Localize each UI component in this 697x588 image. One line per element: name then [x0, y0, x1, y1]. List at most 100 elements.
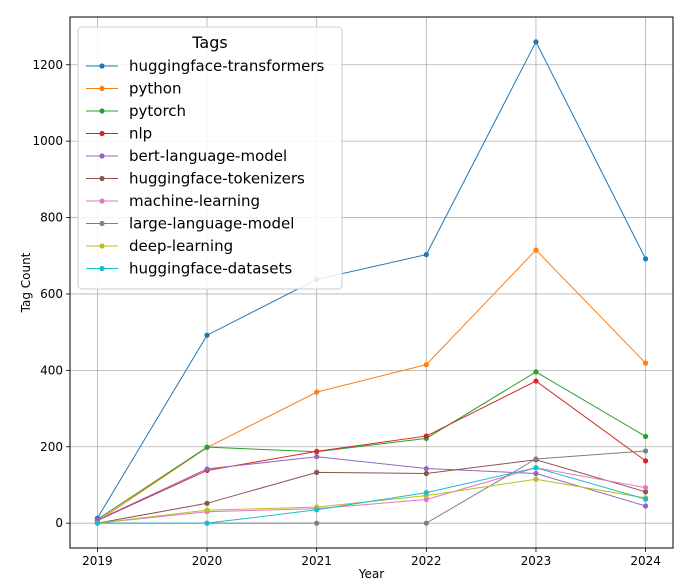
legend-swatch-marker — [99, 175, 105, 182]
legend-item-python: python — [86, 80, 181, 98]
data-point-huggingface-transformers — [204, 332, 210, 338]
legend-swatch-marker — [99, 130, 105, 137]
legend-item-huggingface-tokenizers: huggingface-tokenizers — [86, 170, 305, 188]
data-point-machine-learning — [423, 496, 429, 503]
legend: Tags huggingface-transformers python pytor… — [77, 26, 343, 290]
legend-box — [77, 26, 343, 290]
data-point-python — [642, 360, 649, 366]
y-tick-label: 0 — [55, 516, 63, 530]
plot-frame — [69, 16, 674, 549]
data-point-huggingface-datasets — [314, 507, 320, 513]
legend-item-pytorch: pytorch — [86, 102, 186, 120]
data-point-bert-language-model — [204, 466, 210, 472]
legend-label: large-language-model — [129, 215, 294, 233]
x-tick-label: 2022 — [411, 554, 442, 568]
data-point-pytorch — [204, 444, 210, 450]
legend-item-huggingface-datasets: huggingface-datasets — [86, 260, 292, 278]
data-point-python — [423, 362, 429, 368]
data-point-nlp — [423, 433, 429, 439]
data-point-huggingface-datasets — [642, 496, 649, 502]
data-point-huggingface-transformers — [423, 252, 429, 258]
data-point-python — [533, 247, 539, 253]
legend-label: deep-learning — [129, 237, 233, 255]
series-line-nlp — [97, 380, 646, 521]
legend-swatch-marker — [99, 265, 105, 272]
y-tick-label: 1000 — [32, 134, 63, 148]
legend-swatch-marker — [99, 108, 105, 114]
legend-label: nlp — [129, 125, 152, 143]
legend-label: machine-learning — [129, 192, 260, 210]
series-line-machine-learning — [97, 467, 646, 524]
data-point-deep-learning — [204, 507, 210, 513]
x-axis-label: Year — [358, 567, 384, 581]
x-tick-label: 2024 — [630, 554, 661, 568]
data-point-huggingface-datasets — [94, 520, 101, 526]
y-tick-label: 800 — [40, 211, 63, 225]
series-line-huggingface-tokenizers — [97, 459, 646, 524]
legend-item-deep-learning: deep-learning — [86, 237, 233, 255]
series-bert-language-model — [94, 454, 649, 523]
x-tick-label: 2020 — [192, 554, 223, 568]
data-point-nlp — [533, 378, 539, 384]
data-point-huggingface-datasets — [204, 520, 210, 526]
y-tick-label: 1200 — [32, 58, 63, 72]
legend-swatch-marker — [99, 63, 105, 69]
legend-label: huggingface-tokenizers — [129, 170, 305, 188]
data-point-deep-learning — [533, 476, 539, 482]
legend-label: bert-language-model — [129, 147, 287, 165]
y-tick-label: 200 — [40, 440, 63, 454]
data-point-large-language-model — [423, 520, 429, 526]
data-point-large-language-model — [314, 520, 320, 526]
legend-item-machine-learning: machine-learning — [86, 192, 260, 210]
data-point-pytorch — [533, 369, 539, 375]
data-point-nlp — [642, 458, 649, 464]
data-point-bert-language-model — [533, 470, 539, 477]
series-huggingface-datasets — [94, 465, 649, 526]
legend-item-nlp: nlp — [86, 125, 152, 143]
y-axis-label: Tag Count — [19, 252, 33, 313]
data-point-bert-language-model — [314, 454, 320, 460]
data-point-large-language-model — [533, 456, 539, 462]
data-point-python — [314, 389, 320, 395]
legend-swatch-marker — [99, 85, 105, 92]
series-line-huggingface-datasets — [97, 467, 646, 524]
y-tick-label: 400 — [40, 363, 63, 377]
data-point-huggingface-tokenizers — [423, 470, 429, 477]
legend-label: huggingface-transformers — [129, 57, 325, 75]
legend-item-huggingface-transformers: huggingface-transformers — [86, 57, 325, 75]
data-point-machine-learning — [642, 485, 649, 491]
legend-label: pytorch — [129, 102, 186, 120]
x-tick-label: 2023 — [521, 554, 552, 568]
data-point-bert-language-model — [423, 465, 429, 472]
x-tick-label: 2021 — [301, 554, 332, 568]
x-tick-label: 2019 — [82, 554, 113, 568]
legend-title: Tags — [191, 33, 227, 52]
data-point-huggingface-transformers — [533, 39, 539, 45]
data-point-huggingface-tokenizers — [314, 469, 320, 475]
data-point-nlp — [314, 448, 320, 454]
legend-swatch-marker — [99, 243, 105, 249]
data-point-huggingface-datasets — [423, 490, 429, 496]
data-point-pytorch — [642, 433, 649, 440]
legend-item-large-language-model: large-language-model — [86, 215, 294, 233]
data-point-huggingface-tokenizers — [204, 500, 210, 506]
series-line-python — [97, 249, 646, 522]
series-line-pytorch — [97, 371, 646, 520]
data-point-huggingface-datasets — [533, 465, 539, 471]
data-point-bert-language-model — [642, 503, 649, 509]
series-layer — [94, 39, 649, 526]
data-point-huggingface-tokenizers — [642, 489, 649, 495]
legend-swatch-marker — [99, 198, 105, 204]
legend-label: python — [129, 80, 181, 98]
data-point-huggingface-transformers — [642, 256, 649, 262]
legend-swatch-marker — [99, 153, 105, 159]
y-tick-label: 600 — [40, 287, 63, 301]
data-point-large-language-model — [642, 448, 649, 454]
series-line-huggingface-transformers — [96, 40, 647, 519]
legend-swatch-marker — [99, 220, 105, 227]
series-line-bert-language-model — [97, 456, 646, 521]
legend-item-bert-language-model: bert-language-model — [86, 147, 287, 165]
axes: 2019 2020 2021 2022 2023 2024 0 200 400 600 800 100… — [32, 58, 660, 568]
legend-label: huggingface-datasets — [129, 260, 292, 278]
